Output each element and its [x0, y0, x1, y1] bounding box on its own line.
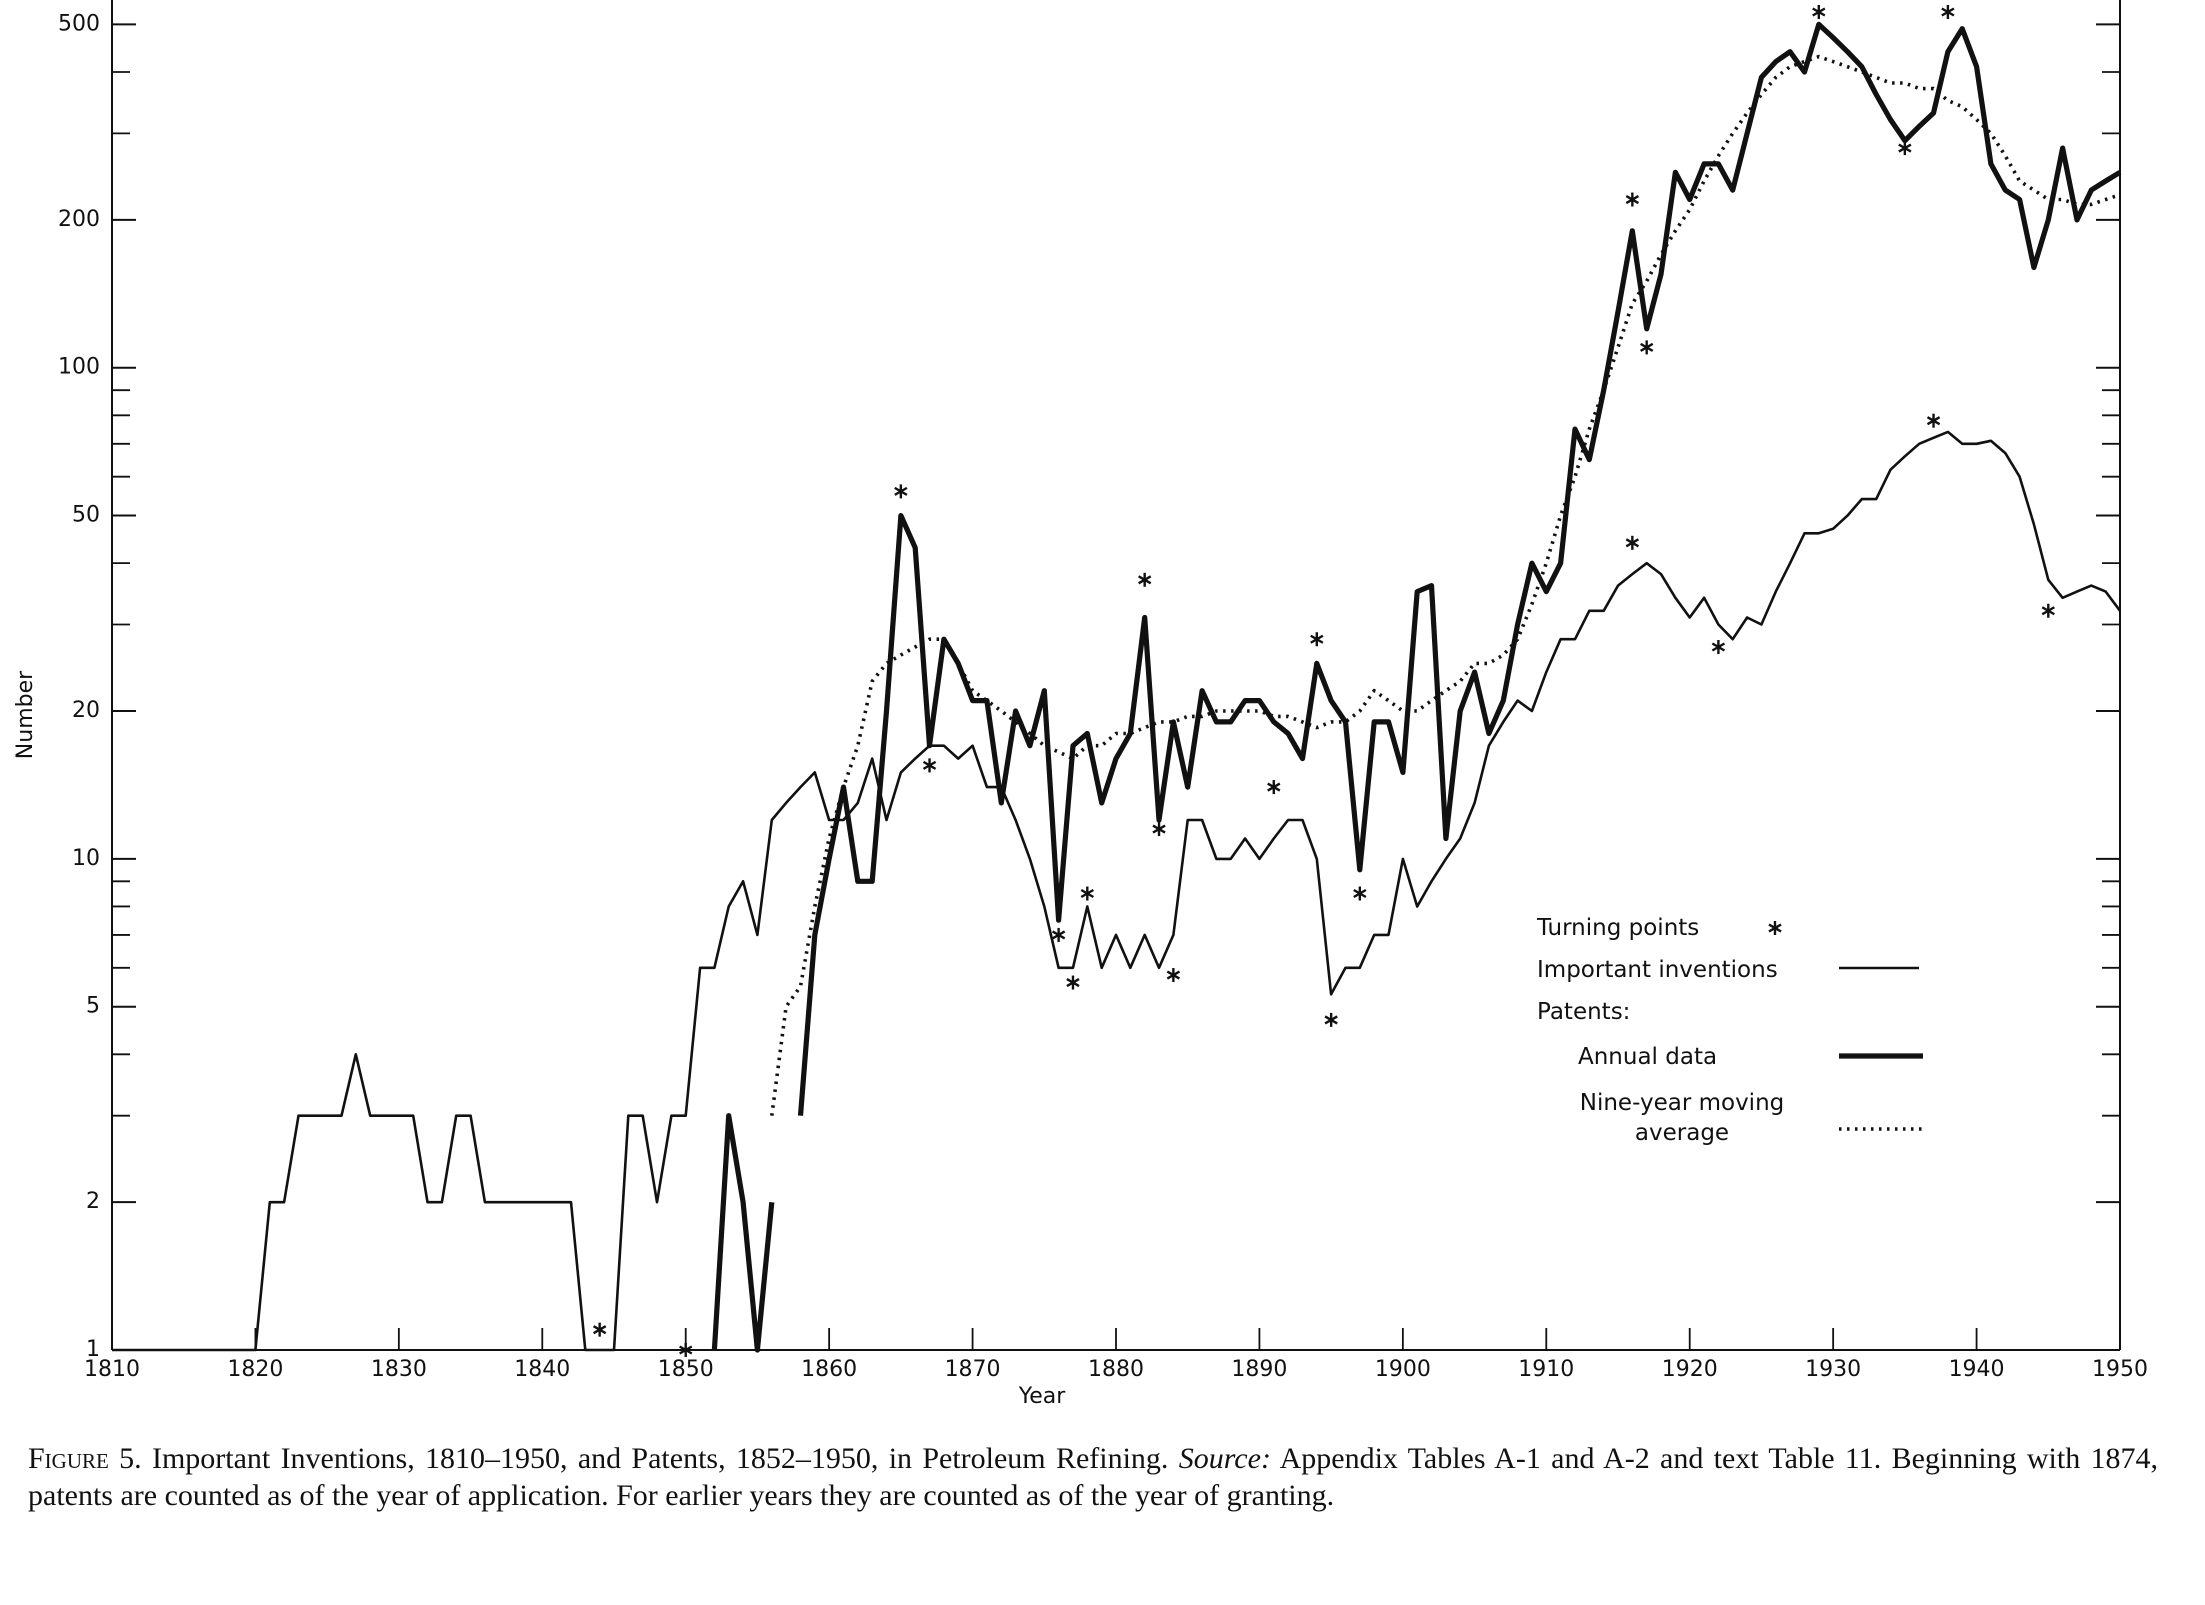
- asterisk-stroke: [1267, 782, 1281, 792]
- turning-point: [1625, 535, 1640, 550]
- x-tick-label: 1840: [514, 1357, 570, 1382]
- x-tick-label: 1850: [658, 1357, 714, 1382]
- asterisk-stroke: [1152, 824, 1166, 834]
- asterisk-stroke: [1625, 194, 1640, 205]
- asterisk-stroke: [1080, 888, 1094, 899]
- turning-point: [1625, 192, 1640, 207]
- asterisk-stroke: [1138, 575, 1152, 585]
- turning-point: [1812, 4, 1826, 19]
- y-tick-label: 2: [86, 1189, 100, 1214]
- turning-point: [1324, 1012, 1338, 1027]
- asterisk-stroke: [1353, 888, 1367, 899]
- x-tick-label: 1900: [1375, 1357, 1431, 1382]
- y-tick-label: 50: [72, 503, 100, 528]
- legend-group-label: Patents:: [1537, 999, 1631, 1025]
- turning-point: [679, 1343, 693, 1357]
- legend-label: Nine-year moving average: [1579, 1090, 1785, 1146]
- x-tick-label: 1880: [1088, 1357, 1144, 1382]
- y-tick-label: 1: [86, 1337, 100, 1362]
- y-axis-label: Number: [13, 670, 38, 759]
- asterisk-stroke: [1812, 7, 1826, 17]
- asterisk-stroke: [1898, 143, 1912, 153]
- series-line: [711, 1113, 775, 1353]
- turning-point: [922, 758, 937, 773]
- turning-point: [1926, 413, 1941, 428]
- turning-point: [1166, 968, 1181, 983]
- asterisk-stroke: [894, 486, 908, 496]
- asterisk-stroke: [1051, 930, 1066, 940]
- asterisk-stroke: [679, 1345, 693, 1355]
- series-line: [797, 21, 2122, 1116]
- turning-point: [2041, 603, 2055, 618]
- asterisk-stroke: [1310, 634, 1324, 644]
- turning-point: [1080, 886, 1094, 901]
- y-tick-label: 5: [86, 994, 100, 1019]
- x-tick-label: 1830: [371, 1357, 427, 1382]
- turning-point: [1898, 141, 1912, 156]
- asterisk-stroke: [1166, 970, 1181, 980]
- legend-label: Turning points: [1537, 915, 1700, 941]
- caption-title: Important Inventions, 1810–1950, and Pat…: [151, 1442, 1169, 1475]
- x-tick-label: 1950: [2092, 1357, 2148, 1382]
- turning-point: [1152, 822, 1166, 837]
- turning-point: [1066, 975, 1080, 990]
- y-tick-label: 10: [72, 846, 100, 871]
- x-tick-label: 1820: [227, 1357, 283, 1382]
- x-tick-label: 1870: [945, 1357, 1001, 1382]
- x-tick-label: 1890: [1231, 1357, 1287, 1382]
- chart: Number Year 1 2 5 10 20 50 100 200 500 1810 1820 18…: [13, 0, 2148, 1409]
- turning-point: [1353, 886, 1367, 901]
- x-tick-label: 1940: [1949, 1357, 2005, 1382]
- series-line: [112, 430, 2122, 1352]
- turning-point: [1310, 632, 1324, 647]
- x-tick-label: 1910: [1518, 1357, 1574, 1382]
- x-tick-label: 1860: [801, 1357, 857, 1382]
- turning-point: [592, 1322, 607, 1337]
- asterisk-stroke: [2041, 606, 2055, 616]
- legend-label: Annual data: [1578, 1044, 1718, 1070]
- turning-point: [1941, 4, 1955, 19]
- asterisk-stroke: [1926, 416, 1941, 426]
- turning-point: [1640, 340, 1654, 355]
- asterisk-stroke: [592, 1325, 607, 1335]
- asterisk-stroke: [1625, 538, 1640, 548]
- asterisk-stroke: [1941, 7, 1955, 17]
- x-tick-label: 1810: [84, 1357, 140, 1382]
- source-label: Source:: [1178, 1442, 1271, 1475]
- asterisk-stroke: [1768, 923, 1782, 933]
- figure-label: Figure 5.: [28, 1442, 142, 1475]
- y-tick-label: 500: [58, 11, 100, 36]
- x-tick-label: 1930: [1805, 1357, 1861, 1382]
- turning-point: [1267, 780, 1281, 795]
- legend-asterisk: [1768, 921, 1782, 935]
- asterisk-stroke: [1066, 977, 1080, 988]
- y-tick-label: 100: [58, 355, 100, 380]
- turning-point: [894, 484, 908, 499]
- turning-point: [1138, 572, 1152, 587]
- turning-point: [1711, 639, 1726, 654]
- turning-point: [1051, 927, 1066, 942]
- series-line: [770, 54, 2121, 1116]
- caption: Figure 5. Important Inventions, 1810–195…: [28, 1440, 2158, 1514]
- y-tick-label: 200: [58, 207, 100, 232]
- source-text: Appendix Tables A-1 and A-2 and text Tab…: [28, 1442, 2159, 1512]
- asterisk-stroke: [1324, 1015, 1338, 1025]
- x-axis-label: Year: [1018, 1384, 1067, 1409]
- asterisk-stroke: [922, 760, 937, 770]
- asterisk-stroke: [1640, 342, 1654, 352]
- asterisk-stroke: [1711, 642, 1726, 652]
- x-tick-label: 1920: [1662, 1357, 1718, 1382]
- y-tick-label: 20: [72, 698, 100, 723]
- legend-label: Important inventions: [1537, 957, 1778, 983]
